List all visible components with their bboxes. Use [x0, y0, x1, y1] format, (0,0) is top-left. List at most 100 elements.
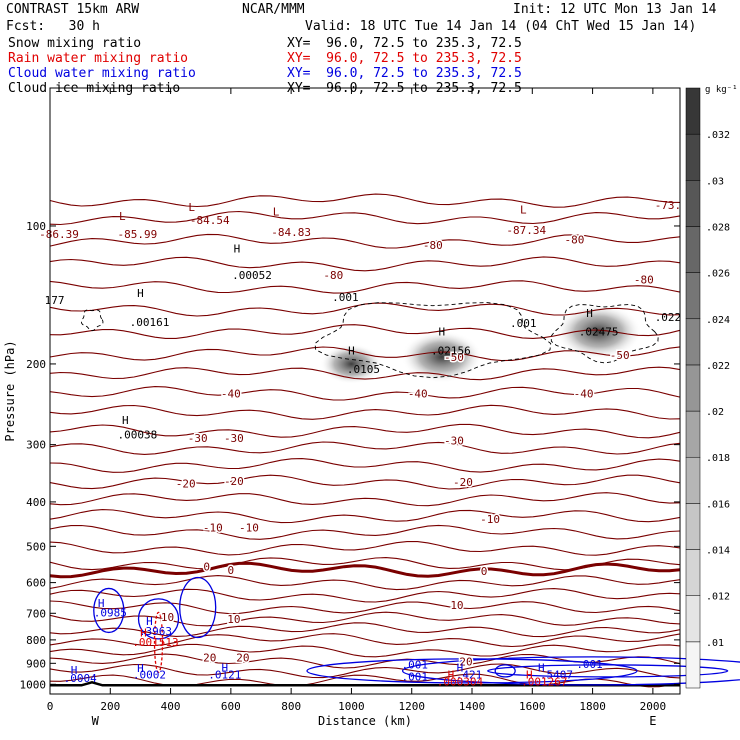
extremum-label: L	[119, 210, 126, 223]
isotherm-label: -50	[444, 351, 464, 364]
extremum-label: .0002	[133, 669, 166, 682]
isotherm-line	[49, 541, 681, 556]
isotherm-label: 20	[203, 652, 216, 665]
extremum-label: 177	[45, 294, 65, 307]
x-tick-label: 400	[161, 700, 181, 713]
colorbar-tick-label: .01	[706, 638, 724, 649]
x-tick-label: 0	[47, 700, 54, 713]
cloud-ice-outline-layer	[81, 302, 659, 379]
isotherm-line	[49, 557, 681, 571]
isotherm-label: -80	[634, 274, 654, 287]
isotherm-line	[49, 643, 681, 658]
x-tick-label: 1800	[579, 700, 606, 713]
isotherm-line	[49, 509, 681, 524]
extremum-label: .00052	[232, 269, 272, 282]
extremum-label: H	[348, 345, 355, 358]
init-time: Init: 12 UTC Mon 13 Jan 14	[513, 2, 717, 17]
isotherm-label: -20	[176, 478, 196, 491]
x-axis-label: Distance (km)	[318, 714, 412, 728]
extremum-label: H	[234, 243, 241, 256]
extremum-label: .001	[332, 291, 359, 304]
extremum-label: -84.83	[271, 226, 311, 239]
colorbar-tick-label: .016	[706, 499, 730, 510]
colorbar-segment	[685, 595, 701, 643]
isotherm-label: -40	[221, 387, 241, 400]
isotherm-label: -80	[323, 269, 343, 282]
field-label-cloud-water: Cloud water mixing ratio	[8, 66, 196, 81]
y-tick-label: 1000	[20, 678, 47, 691]
title-center: NCAR/MMM	[242, 2, 305, 17]
colorbar-tick-label: .032	[706, 130, 730, 141]
y-tick-label: 600	[26, 577, 46, 590]
y-tick-label: 700	[26, 607, 46, 620]
x-tick-label: 800	[281, 700, 301, 713]
colorbar-segment	[685, 364, 701, 412]
colorbar-segment	[685, 133, 701, 181]
isotherm-label: 20	[236, 652, 249, 665]
colorbar-segment	[685, 456, 701, 504]
extremum-label: .001	[576, 658, 603, 671]
isotherm-line	[49, 600, 681, 615]
cloud-ice-outline	[314, 302, 552, 379]
isotherm-line	[49, 302, 681, 317]
isotherm-line	[49, 210, 681, 226]
isotherm-line	[49, 233, 681, 249]
extremum-label: H	[222, 661, 229, 674]
isotherm-line	[49, 423, 681, 439]
extremum-label: .001	[401, 658, 428, 671]
snow-max-shade	[555, 303, 642, 360]
y-tick-label: 100	[26, 220, 46, 233]
extremum-label: H	[457, 662, 464, 675]
isotherm-label: -40	[408, 387, 428, 400]
colorbar-segment	[685, 318, 701, 366]
x-tick-label: 600	[221, 700, 241, 713]
cloud-water-contour	[137, 598, 180, 640]
extremum-label: -87.34	[506, 224, 546, 237]
extremum-label: H	[98, 597, 105, 610]
isotherm-label: -80	[565, 233, 585, 246]
colorbar-tick-label: .018	[706, 453, 730, 464]
temperature-contours-layer	[49, 193, 681, 688]
snow-shading-layer	[320, 303, 642, 385]
cloud-ice-outline	[550, 304, 659, 364]
isotherm-label: 0	[228, 564, 235, 577]
east-label: E	[649, 714, 656, 728]
extremum-label: .5407	[540, 668, 573, 681]
extremum-label: .0121	[208, 669, 241, 682]
isotherm-zero	[49, 561, 681, 579]
isotherm-label: -10	[480, 513, 500, 526]
field-xy-rain: XY= 96.0, 72.5 to 235.3, 72.5	[287, 51, 522, 66]
isotherm-line	[49, 575, 681, 591]
cloud-water-contour	[494, 664, 516, 678]
extremum-label: .00161	[130, 316, 170, 329]
snow-max-shade	[401, 330, 483, 383]
extremum-label: L	[188, 201, 195, 214]
extremum-label: .0004	[64, 672, 97, 685]
extremum-label: H	[538, 662, 545, 675]
forecast-hour: Fcst: 30 h	[6, 19, 100, 34]
y-tick-label: 300	[26, 439, 46, 452]
colorbar-tick-label: .024	[706, 315, 730, 326]
extremum-label: .000304	[437, 675, 484, 688]
isotherm-line	[49, 524, 681, 540]
x-tick-label: 1200	[398, 700, 425, 713]
extremum-label: .001	[510, 317, 537, 330]
extremum-label: H	[71, 664, 78, 677]
extremum-label: .3963	[139, 625, 172, 638]
cloud-water-contour	[306, 658, 638, 684]
field-label-snow: Snow mixing ratio	[8, 36, 142, 51]
extremum-label: .001267	[521, 675, 567, 688]
extremum-label: H	[137, 662, 144, 675]
isotherm-label: -30	[188, 432, 208, 445]
y-tick-label: 500	[26, 540, 46, 553]
field-xy-snow: XY= 96.0, 72.5 to 235.3, 72.5	[287, 36, 522, 51]
colorbar-tick-label: .022	[706, 361, 730, 372]
y-tick-label: 200	[26, 358, 46, 371]
colorbar-tick-label: .02	[706, 407, 724, 418]
colorbar-segment	[685, 272, 701, 320]
isotherm-line	[49, 404, 681, 420]
west-label: W	[92, 714, 100, 728]
colorbar-segment	[685, 410, 701, 458]
isotherm-label: 0	[481, 565, 488, 578]
isotherm-line	[49, 633, 681, 648]
